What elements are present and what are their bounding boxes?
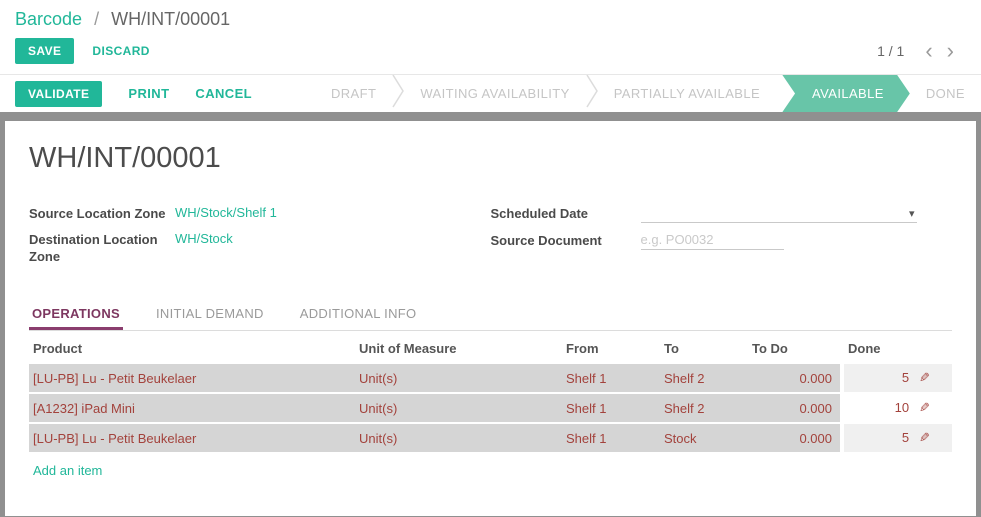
destination-location-link[interactable]: WH/Stock bbox=[175, 231, 233, 246]
scheduled-date-label: Scheduled Date bbox=[490, 206, 589, 221]
stage-draft[interactable]: DRAFT bbox=[330, 85, 377, 101]
breadcrumb-app-link[interactable]: Barcode bbox=[15, 9, 83, 29]
edit-pencil-icon[interactable]: ✎ bbox=[919, 430, 930, 445]
cell-from: Shelf 1 bbox=[562, 424, 660, 454]
column-header-from: From bbox=[566, 341, 599, 356]
done-value: 10 bbox=[894, 400, 910, 415]
validate-button[interactable]: VALIDATE bbox=[15, 80, 103, 107]
notebook-tabs: OPERATIONS INITIAL DEMAND ADDITIONAL INF… bbox=[29, 298, 952, 331]
column-header-uom: Unit of Measure bbox=[359, 341, 457, 356]
source-document-label: Source Document bbox=[490, 233, 602, 248]
stage-available-current[interactable]: AVAILABLE bbox=[782, 75, 910, 113]
cell-uom: Unit(s) bbox=[355, 424, 562, 454]
field-source-document: Source Document bbox=[491, 232, 953, 250]
cell-from: Shelf 1 bbox=[562, 394, 660, 424]
field-groups: Source Location Zone WH/Stock/Shelf 1 De… bbox=[29, 205, 952, 274]
column-header-done: Done bbox=[848, 341, 881, 356]
cell-product: [LU-PB] Lu - Petit Beukelaer bbox=[29, 364, 355, 394]
field-destination-location: Destination Location Zone WH/Stock bbox=[29, 231, 491, 265]
tab-operations[interactable]: OPERATIONS bbox=[29, 298, 123, 330]
field-source-location: Source Location Zone WH/Stock/Shelf 1 bbox=[29, 205, 491, 222]
done-value: 5 bbox=[901, 370, 910, 385]
statusbar: VALIDATE PRINT CANCEL DRAFT WAITING AVAI… bbox=[0, 74, 981, 112]
pager-previous-icon[interactable]: ‹ bbox=[918, 40, 939, 62]
field-group-right: Scheduled Date ▾ Source Document bbox=[491, 205, 953, 274]
scheduled-date-field: ▾ bbox=[640, 205, 917, 223]
cell-todo: 0.000 bbox=[748, 424, 840, 454]
source-document-field bbox=[640, 232, 784, 250]
discard-button[interactable]: DISCARD bbox=[92, 44, 150, 58]
cell-from: Shelf 1 bbox=[562, 364, 660, 394]
source-location-value: WH/Stock/Shelf 1 bbox=[175, 205, 277, 222]
cell-done[interactable]: 5 ✎ bbox=[840, 364, 952, 394]
cell-uom: Unit(s) bbox=[355, 394, 562, 424]
save-button[interactable]: SAVE bbox=[15, 38, 75, 64]
cancel-button[interactable]: CANCEL bbox=[195, 86, 252, 101]
pager: 1 / 1 ‹ › bbox=[877, 40, 961, 62]
table-row[interactable]: [LU-PB] Lu - Petit Beukelaer Unit(s) She… bbox=[29, 424, 952, 454]
stage-separator-icon bbox=[392, 75, 405, 112]
cell-done[interactable]: 10 ✎ bbox=[840, 394, 952, 424]
tab-initial-demand[interactable]: INITIAL DEMAND bbox=[153, 298, 267, 330]
sheet-frame: WH/INT/00001 Source Location Zone WH/Sto… bbox=[0, 112, 981, 517]
cell-todo: 0.000 bbox=[748, 394, 840, 424]
done-value: 5 bbox=[901, 430, 910, 445]
edit-pencil-icon[interactable]: ✎ bbox=[919, 370, 930, 385]
record-title: WH/INT/00001 bbox=[29, 142, 221, 174]
form-sheet: WH/INT/00001 Source Location Zone WH/Sto… bbox=[5, 121, 976, 516]
table-row[interactable]: [A1232] iPad Mini Unit(s) Shelf 1 Shelf … bbox=[29, 394, 952, 424]
stage-waiting-availability[interactable]: WAITING AVAILABILITY bbox=[420, 85, 570, 101]
add-an-item-link[interactable]: Add an item bbox=[33, 463, 103, 478]
stage-separator-icon bbox=[586, 75, 598, 112]
table-row[interactable]: [LU-PB] Lu - Petit Beukelaer Unit(s) She… bbox=[29, 364, 952, 394]
control-bar: SAVE DISCARD 1 / 1 ‹ › bbox=[0, 38, 981, 64]
cell-to: Stock bbox=[660, 424, 748, 454]
cell-uom: Unit(s) bbox=[355, 364, 562, 394]
edit-pencil-icon[interactable]: ✎ bbox=[919, 400, 930, 415]
cell-to: Shelf 2 bbox=[660, 364, 748, 394]
table-header-row: Product Unit of Measure From To To Do Do… bbox=[29, 333, 952, 364]
stage-done[interactable]: DONE bbox=[925, 85, 965, 101]
breadcrumb-record: WH/INT/00001 bbox=[111, 9, 231, 29]
source-document-input[interactable] bbox=[640, 232, 784, 249]
cell-product: [LU-PB] Lu - Petit Beukelaer bbox=[29, 424, 355, 454]
stage-partially-available[interactable]: PARTIALLY AVAILABLE bbox=[613, 85, 761, 101]
scheduled-date-input[interactable] bbox=[640, 205, 907, 222]
pager-next-icon[interactable]: › bbox=[940, 40, 961, 62]
field-scheduled-date: Scheduled Date ▾ bbox=[491, 205, 953, 223]
cell-product: [A1232] iPad Mini bbox=[29, 394, 355, 424]
field-group-left: Source Location Zone WH/Stock/Shelf 1 De… bbox=[29, 205, 491, 274]
destination-location-value: WH/Stock bbox=[175, 231, 233, 265]
print-button[interactable]: PRINT bbox=[128, 86, 170, 101]
cell-to: Shelf 2 bbox=[660, 394, 748, 424]
column-header-todo: To Do bbox=[752, 341, 788, 356]
destination-location-label: Destination Location Zone bbox=[29, 232, 158, 264]
column-header-product: Product bbox=[33, 341, 83, 356]
calendar-dropdown-icon[interactable]: ▾ bbox=[908, 208, 915, 220]
source-location-link[interactable]: WH/Stock/Shelf 1 bbox=[175, 205, 277, 220]
source-location-label: Source Location Zone bbox=[29, 206, 166, 221]
pager-counter: 1 / 1 bbox=[877, 43, 905, 59]
tab-additional-info[interactable]: ADDITIONAL INFO bbox=[297, 298, 420, 330]
breadcrumb-separator: / bbox=[94, 9, 100, 29]
cell-todo: 0.000 bbox=[748, 364, 840, 394]
operations-table: Product Unit of Measure From To To Do Do… bbox=[29, 333, 952, 454]
cell-done[interactable]: 5 ✎ bbox=[840, 424, 952, 454]
column-header-to: To bbox=[664, 341, 679, 356]
breadcrumb: Barcode / WH/INT/00001 bbox=[0, 0, 981, 30]
status-pipeline: DRAFT WAITING AVAILABILITY PARTIALLY AVA… bbox=[315, 75, 981, 113]
